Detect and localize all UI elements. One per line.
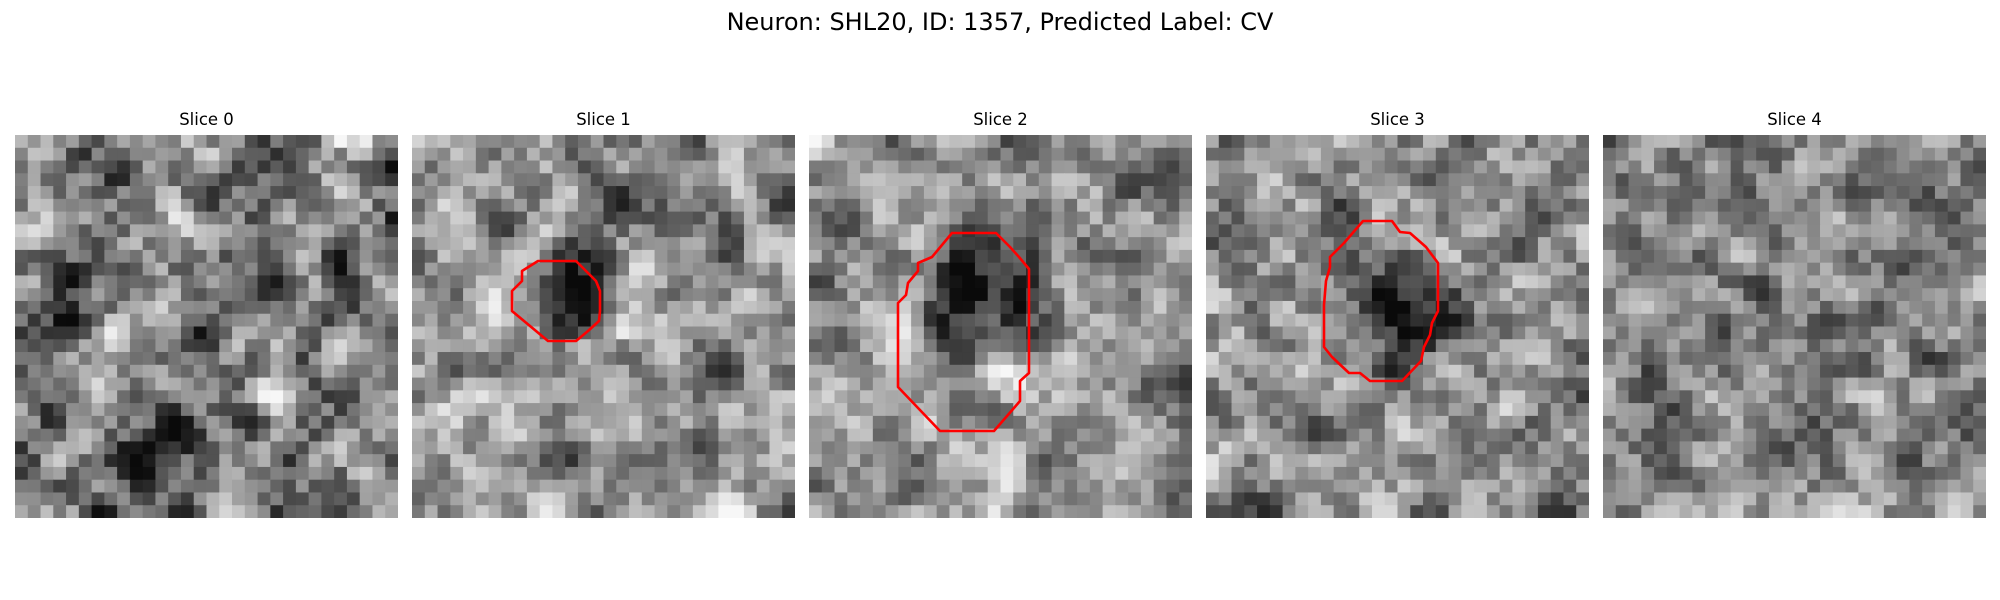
microscopy-image [1603,135,1986,518]
microscopy-image [1206,135,1589,518]
slice-image [412,135,795,518]
slice-title: Slice 1 [576,110,631,129]
slice-panel-2: Slice 2 [809,109,1192,518]
slice-image [809,135,1192,518]
microscopy-image [809,135,1192,518]
slice-image [15,135,398,518]
slice-image [1206,135,1589,518]
slice-image [1603,135,1986,518]
microscopy-image [412,135,795,518]
figure-title: Neuron: SHL20, ID: 1357, Predicted Label… [726,8,1274,36]
slice-title: Slice 4 [1767,110,1822,129]
slice-panel-1: Slice 1 [412,109,795,518]
slice-panel-4: Slice 4 [1603,109,1986,518]
slice-title: Slice 3 [1370,110,1425,129]
slice-title: Slice 0 [179,110,234,129]
roi-contour [510,259,602,343]
slice-title: Slice 2 [973,110,1028,129]
roi-contour [896,231,1031,433]
slice-panel-3: Slice 3 [1206,109,1589,518]
slice-panel-0: Slice 0 [15,109,398,518]
roi-contour [1322,219,1440,383]
microscopy-image [15,135,398,518]
